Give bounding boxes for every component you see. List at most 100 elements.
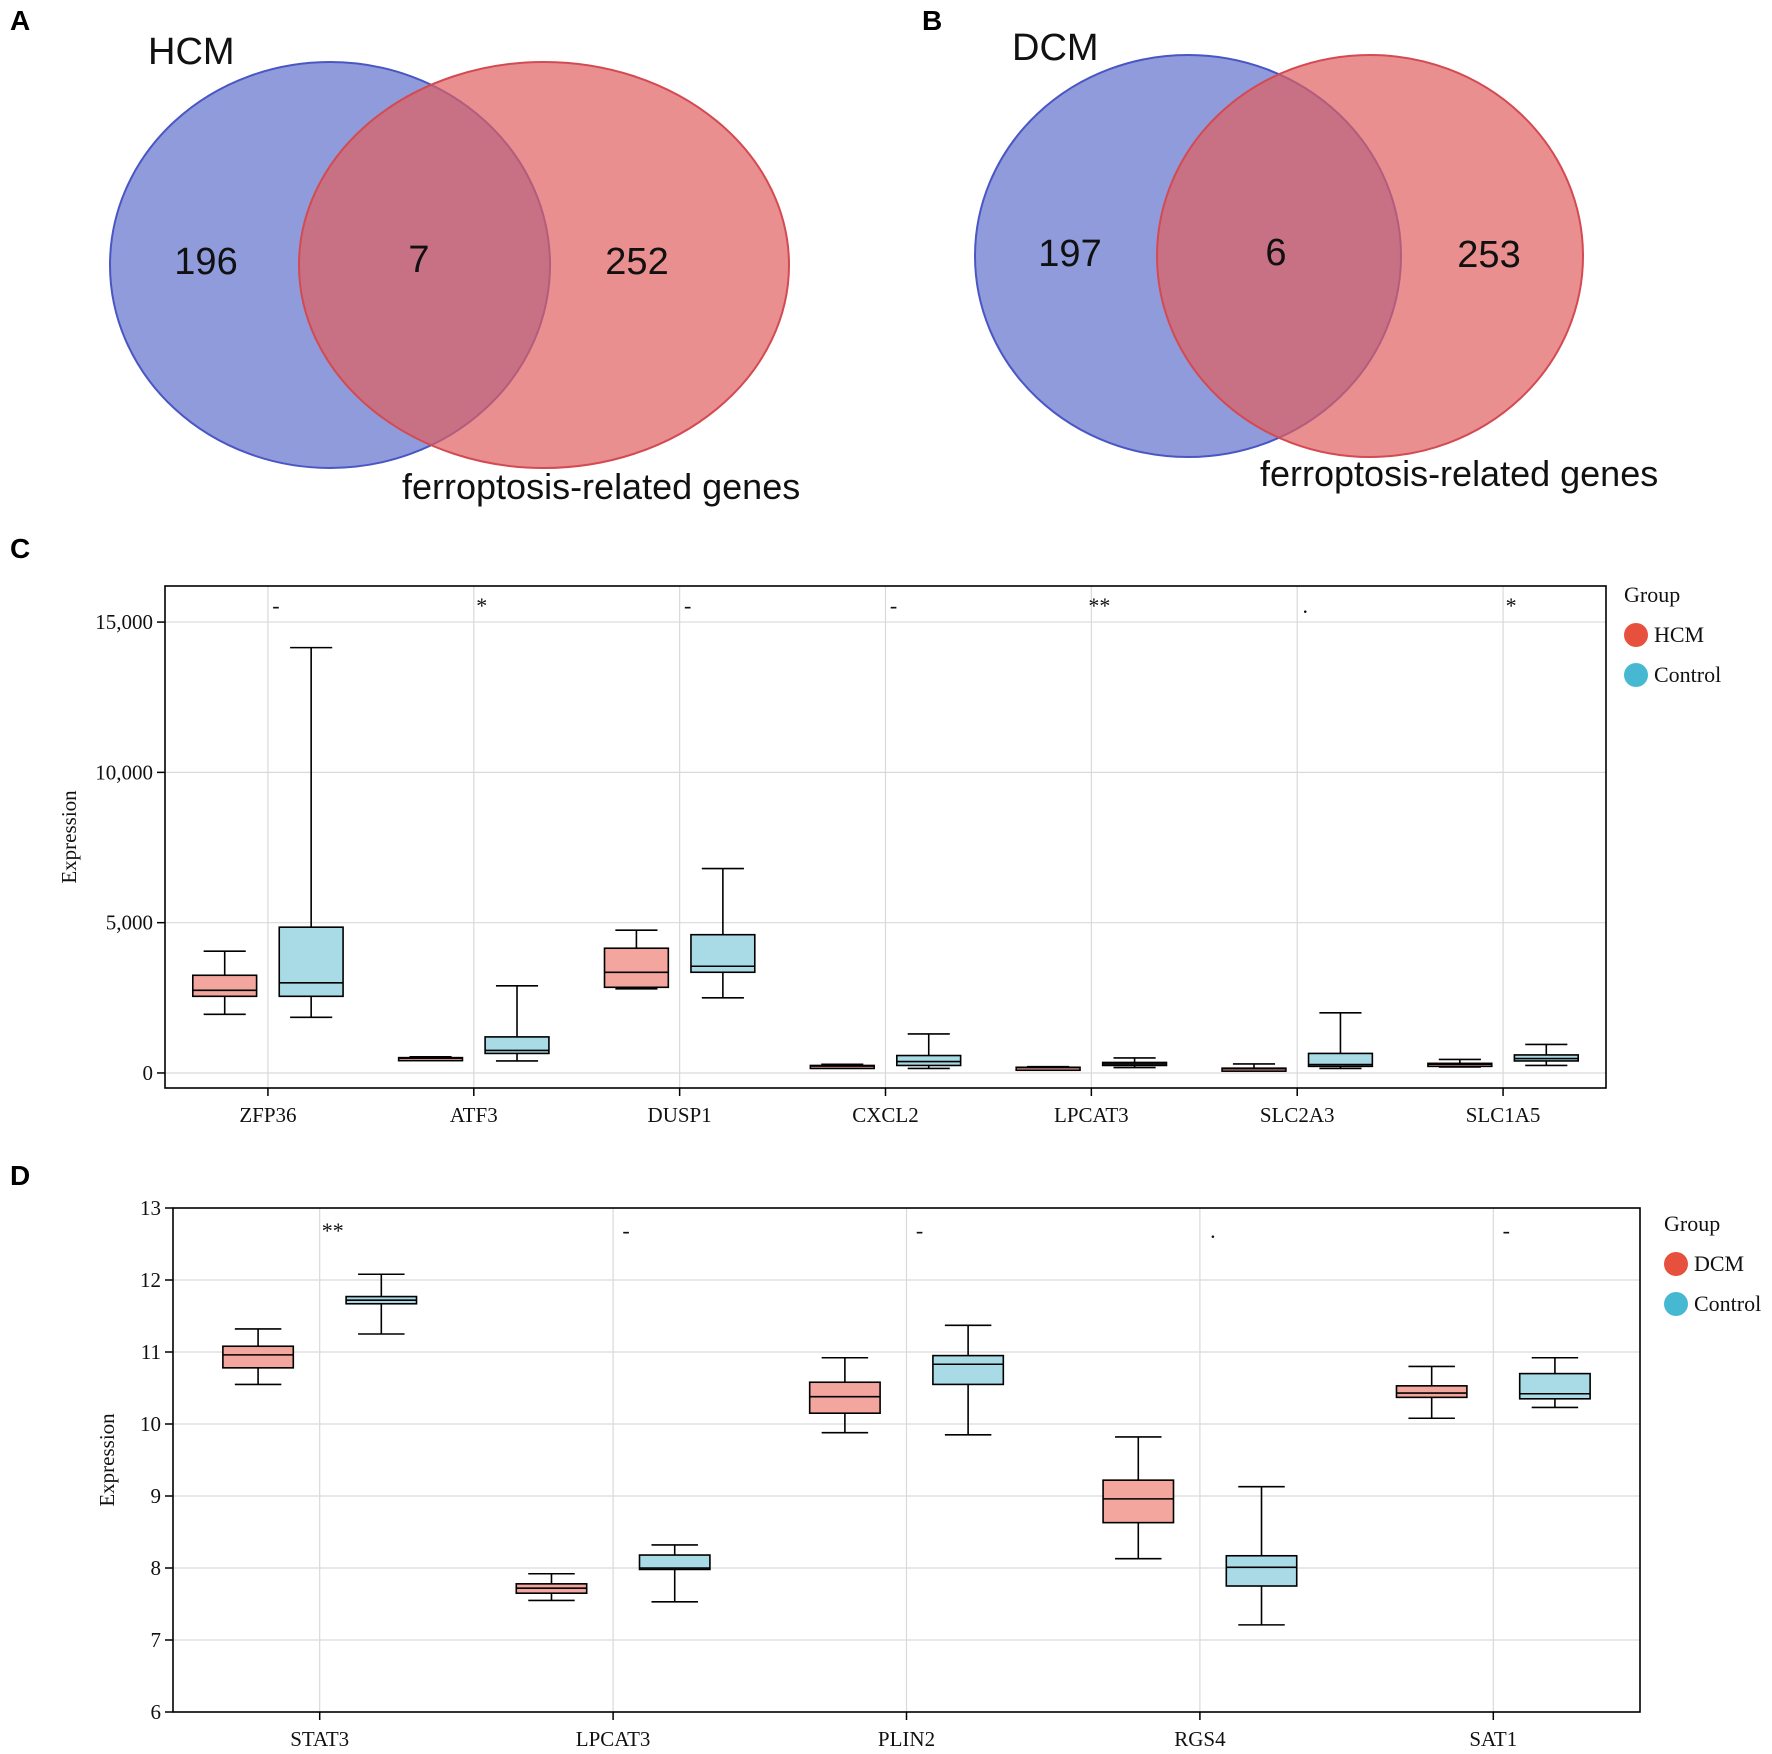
y-tick-label: 15,000 xyxy=(95,610,153,634)
box-dusp1-control xyxy=(690,867,756,999)
x-tick-label-lpcat3: LPCAT3 xyxy=(1054,1103,1129,1127)
box-dusp1-hcm xyxy=(603,929,670,990)
boxplot-dcm: 6 7 8 9 10 11 12 13 ** - -. - STAT3 LPCAT3 PLIN2 RGS4 SA… xyxy=(95,1196,1761,1751)
legend-label-hcm: HCM xyxy=(1654,622,1704,647)
x-tick-label-slc2a3: SLC2A3 xyxy=(1260,1103,1335,1127)
venn-a-left-only-count: 196 xyxy=(174,241,237,283)
venn-a-ferroptosis-circle xyxy=(298,61,790,469)
legend-label-dcm: DCM xyxy=(1694,1251,1744,1276)
legend-title: Group xyxy=(1624,582,1680,607)
y-tick-label: 11 xyxy=(141,1340,161,1364)
venn-b-left-only-count: 197 xyxy=(1038,233,1101,275)
significance-label-lpcat3: ** xyxy=(1088,593,1110,618)
box-sat1-dcm xyxy=(1395,1365,1468,1420)
significance-label-lpcat3: - xyxy=(622,1218,629,1243)
y-tick-label: 10,000 xyxy=(95,760,153,784)
significance-label-slc2a3: . xyxy=(1302,593,1308,618)
box-lpcat3-control xyxy=(1101,1057,1168,1069)
box-plin2-control xyxy=(932,1324,1005,1436)
box-iqr xyxy=(1225,1554,1298,1587)
box-cxcl2-control xyxy=(896,1033,962,1070)
x-tick-label-dusp1: DUSP1 xyxy=(648,1103,712,1127)
box-iqr xyxy=(484,1036,550,1055)
y-tick-label: 7 xyxy=(151,1628,162,1652)
box-iqr xyxy=(222,1345,295,1369)
x-tick-label-plin2: PLIN2 xyxy=(878,1727,935,1751)
panel-letter-d: D xyxy=(10,1160,30,1191)
venn-a-overlap-count: 7 xyxy=(408,239,429,281)
significance-label-dusp1: - xyxy=(684,593,691,618)
x-tick-label-zfp36: ZFP36 xyxy=(239,1103,296,1127)
box-slc2a3-control xyxy=(1307,1012,1374,1070)
legend-swatch-control xyxy=(1624,663,1648,687)
box-iqr xyxy=(808,1381,881,1414)
venn-b-overlap-count: 6 xyxy=(1265,232,1286,274)
box-iqr xyxy=(932,1354,1005,1386)
venn-b-set-left-label: DCM xyxy=(1012,27,1099,69)
box-zfp36-hcm xyxy=(191,950,258,1016)
boxplot-hcm: 0 5,000 10,000 15,000 - * - - **. * ZFP36 ATF3 DUSP1… xyxy=(57,582,1721,1127)
box-atf3-hcm xyxy=(397,1055,464,1062)
box-iqr xyxy=(638,1554,711,1571)
y-tick-label: 6 xyxy=(151,1700,162,1724)
box-iqr xyxy=(1307,1052,1374,1068)
significance-label-rgs4: . xyxy=(1210,1218,1216,1243)
y-axis-title: Expression xyxy=(95,1413,119,1507)
box-lpcat3-dcm xyxy=(515,1572,588,1602)
panel-letter-c: C xyxy=(10,533,30,564)
panel-a: A HCM 196 7 252 ferroptosis-related gene… xyxy=(10,5,800,507)
box-lpcat3-hcm xyxy=(1015,1065,1081,1072)
box-iqr xyxy=(1102,1479,1175,1524)
legend-swatch-dcm xyxy=(1664,1252,1688,1276)
x-tick-label-cxcl2: CXCL2 xyxy=(852,1103,919,1127)
venn-a-set-left-label: HCM xyxy=(148,31,235,73)
box-slc1a5-hcm xyxy=(1427,1058,1493,1068)
panel-c: C 0 5,000 10,000 15,000 - * - - **. * ZFP36 ATF3 DUS… xyxy=(10,533,1721,1127)
y-tick-label: 9 xyxy=(151,1484,162,1508)
significance-label-atf3: * xyxy=(476,593,487,618)
venn-a-right-only-count: 252 xyxy=(605,241,668,283)
box-iqr xyxy=(1395,1385,1468,1399)
box-stat3-dcm xyxy=(222,1328,295,1386)
y-tick-label: 5,000 xyxy=(106,911,153,935)
legend-swatch-control xyxy=(1664,1292,1688,1316)
box-zfp36-control xyxy=(278,646,344,1019)
panel-b: B DCM 197 6 253 ferroptosis-related gene… xyxy=(922,5,1658,494)
legend-swatch-hcm xyxy=(1624,623,1648,647)
box-cxcl2-hcm xyxy=(809,1063,875,1070)
box-atf3-control xyxy=(484,984,550,1062)
legend-label-control: Control xyxy=(1694,1291,1761,1316)
significance-label-sat1: - xyxy=(1503,1218,1510,1243)
y-tick-label: 8 xyxy=(151,1556,162,1580)
y-tick-label: 13 xyxy=(140,1196,161,1220)
venn-b-right-only-count: 253 xyxy=(1457,234,1520,276)
box-sat1-control xyxy=(1518,1356,1591,1409)
panel-letter-a: A xyxy=(10,5,30,36)
venn-b-ferroptosis-circle xyxy=(1156,54,1584,458)
y-tick-label: 0 xyxy=(143,1061,154,1085)
x-tick-label-lpcat3: LPCAT3 xyxy=(576,1727,651,1751)
y-axis-title: Expression xyxy=(57,790,81,884)
x-tick-label-atf3: ATF3 xyxy=(450,1103,498,1127)
legend-title: Group xyxy=(1664,1211,1720,1236)
significance-label-cxcl2: - xyxy=(890,593,897,618)
significance-label-slc1a5: * xyxy=(1506,593,1517,618)
box-iqr xyxy=(896,1054,962,1067)
x-tick-label-rgs4: RGS4 xyxy=(1174,1727,1226,1751)
box-iqr xyxy=(278,926,344,998)
significance-label-plin2: - xyxy=(916,1218,923,1243)
significance-label-zfp36: - xyxy=(272,593,279,618)
venn-b-set-right-label: ferroptosis-related genes xyxy=(1260,453,1658,494)
x-tick-label-sat1: SAT1 xyxy=(1469,1727,1517,1751)
box-iqr xyxy=(191,974,258,998)
legend-label-control: Control xyxy=(1654,662,1721,687)
y-tick-label: 10 xyxy=(140,1412,161,1436)
box-stat3-control xyxy=(345,1273,418,1335)
box-rgs4-dcm xyxy=(1102,1436,1175,1560)
significance-label-stat3: ** xyxy=(322,1218,344,1243)
venn-a-set-right-label: ferroptosis-related genes xyxy=(402,466,800,507)
box-plin2-dcm xyxy=(808,1356,881,1434)
panel-letter-b: B xyxy=(922,5,942,36)
box-slc2a3-hcm xyxy=(1221,1063,1287,1072)
